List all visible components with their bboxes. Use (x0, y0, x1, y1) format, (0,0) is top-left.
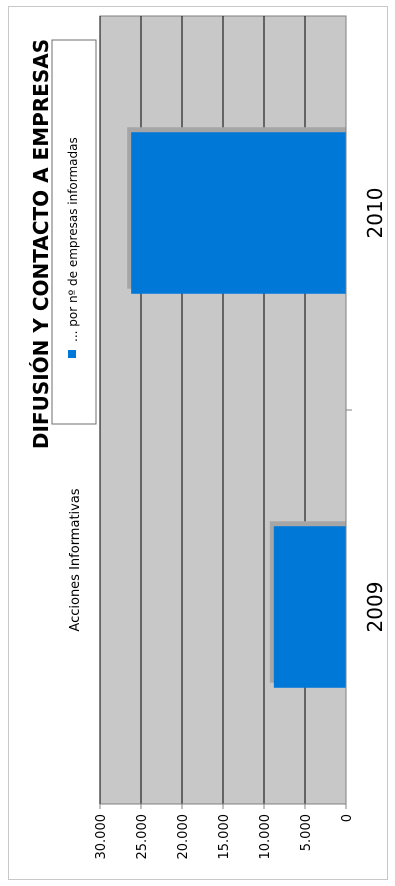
tick-label: 20.000 (176, 814, 191, 860)
tick-label: 5.000 (299, 814, 314, 851)
legend-swatch (68, 350, 76, 358)
bar-2010 (131, 132, 346, 294)
chart-title: DIFUSIÓN Y CONTACTO A EMPRESAS (29, 39, 53, 449)
value-axis-ticks: 0 5.000 10.000 15.000 20.000 25.000 30.000 (94, 409, 355, 860)
legend-box (51, 39, 97, 425)
tick-label: 0 (340, 814, 355, 822)
legend: ... por nº de empresas informadas (51, 39, 97, 425)
tick-label: 25.000 (135, 814, 150, 860)
category-labels: 2009 2010 (363, 188, 387, 633)
bar-2009 (273, 526, 346, 688)
tick-label: 30.000 (94, 814, 109, 860)
chart-subtitle: Acciones Informativas (68, 488, 83, 631)
legend-label: ... por nº de empresas informadas (66, 137, 80, 342)
tick-label: 15.000 (217, 814, 232, 860)
category-label-2010: 2010 (363, 188, 387, 239)
tick-label: 10.000 (258, 814, 273, 860)
bars (127, 127, 346, 688)
category-label-2009: 2009 (363, 582, 387, 633)
